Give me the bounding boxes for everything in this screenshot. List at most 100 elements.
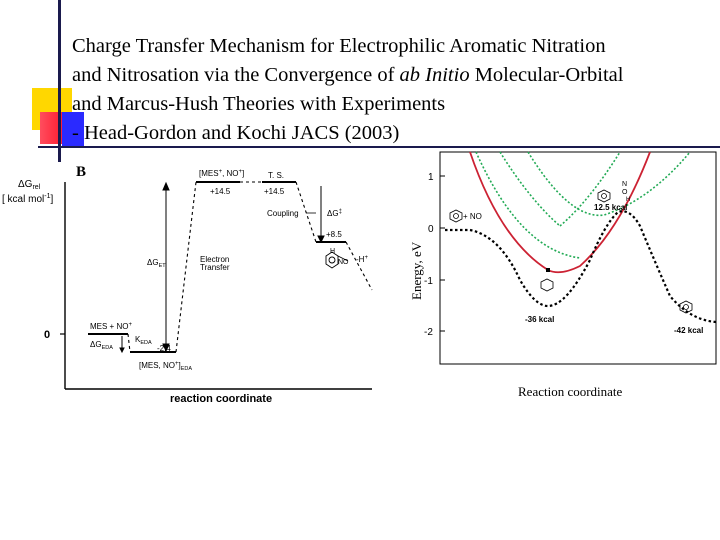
ts-ring-inner — [601, 193, 607, 199]
accent-blue-square — [62, 112, 84, 148]
fig-b-arrows — [119, 181, 325, 354]
ts-ring — [597, 189, 611, 203]
label-dg-et: ΔGET — [147, 258, 166, 269]
label-pair-end: ] — [242, 169, 244, 178]
label-dg-ddag: ΔG‡ — [327, 209, 342, 218]
arrowhead-eda — [119, 347, 125, 354]
wheland-arrow — [337, 255, 349, 262]
fig-b-ylabel-dg: ΔG — [18, 179, 33, 190]
fig-b-ylabel-sup: -1 — [44, 193, 50, 200]
fig-b-xlabel: reaction coordinate — [170, 393, 272, 405]
fig-c-ytick-m1: -1 — [424, 276, 433, 287]
label-eda-complex: [MES, NO+]EDA — [139, 361, 192, 372]
right-ring-inner — [683, 304, 689, 310]
label-transfer: Transfer — [200, 263, 230, 272]
fig-c-ytick-1: 1 — [428, 172, 434, 183]
fig-b-labels: MES + NO+ ΔGEDA KEDA -2.4 [MES, NO+]EDA … — [90, 169, 368, 372]
fig-b-levels — [88, 181, 346, 353]
accent-horizontal-rule — [38, 146, 720, 148]
fig-c-label-no-left: + NO — [463, 212, 482, 221]
title-line-3: and Marcus-Hush Theories with Experiment… — [72, 93, 446, 115]
fig-c-label-n: N — [622, 181, 627, 188]
label-electron: Electron — [200, 255, 229, 264]
panel-b-label: B — [76, 164, 86, 180]
label-minus-h-sup: + — [364, 255, 368, 261]
label-coupling: Coupling — [267, 209, 299, 218]
label-eda-complex-end: ] — [179, 361, 181, 370]
fig-c-tickmarks — [440, 175, 445, 332]
label-pair-plus2: + — [239, 169, 243, 175]
wheland-ring-inner — [328, 256, 336, 264]
label-dg-et-text: ΔG — [147, 258, 159, 267]
fig-c-label-o: O — [622, 189, 628, 196]
right-ring — [679, 300, 693, 314]
fig-c-labels: + NO N O H 12.5 kcal -36 kcal -42 kcal — [463, 181, 703, 335]
fig-c-structures — [449, 189, 693, 314]
arrowhead-et-bottom — [162, 343, 170, 353]
fig-c-label-42: -42 kcal — [674, 326, 703, 335]
label-val-wheland: +8.5 — [326, 230, 342, 239]
fig-b-zero-label: 0 — [44, 329, 50, 341]
green-curve-left-ascend — [499, 151, 561, 227]
accent-vertical-rule — [58, 0, 61, 162]
label-wheland-no: NO — [338, 259, 349, 266]
title-italic: ab Initio — [399, 64, 470, 86]
label-val-ts: +14.5 — [264, 187, 285, 196]
conn-2 — [175, 181, 197, 353]
label-k-eda-text: K — [135, 335, 141, 344]
fig-b-ylabel-units: [ kcal mol — [2, 194, 44, 205]
label-dg-eda: ΔGEDA — [90, 340, 113, 351]
label-mes-no: MES + NO+ — [90, 322, 132, 331]
arrowhead-et-top — [162, 181, 170, 191]
conn-4 — [295, 181, 317, 243]
label-pair-plus: + — [219, 169, 223, 175]
title-line-2-tail: Molecular-Orbital — [469, 64, 624, 86]
label-minus-h: -H+ — [356, 255, 368, 264]
title-line-1: Charge Transfer Mechanism for Electrophi… — [72, 35, 606, 57]
label-eda-complex-sub: EDA — [181, 366, 193, 372]
label-dg-eda-sub: EDA — [102, 345, 114, 351]
label-eda-complex-text: [MES, NO — [139, 361, 175, 370]
wheland-ring-structure — [325, 251, 349, 269]
fig-c-ytick-m2: -2 — [424, 327, 433, 338]
fig-b-ylabel-sub: rel — [32, 184, 40, 191]
left-benzene-inner — [453, 213, 459, 219]
label-pair: [MES+, NO+] — [199, 169, 244, 178]
left-benzene-ring — [449, 209, 463, 223]
label-dg-eda-text: ΔG — [90, 340, 102, 349]
green-curve-left-descend — [475, 151, 581, 259]
label-k-eda-sub: EDA — [140, 340, 152, 346]
label-pair-b: , NO — [222, 169, 238, 178]
figure-b: B ΔGrel [ kcal mol-1] 0 reaction coordin… — [2, 164, 373, 405]
green-curve-right-ascend — [559, 151, 621, 227]
label-k-eda: KEDA — [135, 335, 152, 346]
label-dg-ddag-text: ΔG — [327, 209, 339, 218]
fig-b-ylabel: ΔGrel [ kcal mol-1] — [2, 179, 53, 205]
label-pair-a: [MES — [199, 169, 219, 178]
min-ring — [540, 278, 554, 292]
title-line-2-head: and Nitrosation via the Convergence of — [72, 64, 400, 86]
label-dg-et-sub: ET — [159, 263, 167, 269]
conn-5 — [345, 241, 373, 291]
label-val-eda: -2.4 — [157, 344, 171, 353]
label-wheland-h: H — [330, 248, 335, 255]
title-line-2: and Nitrosation via the Convergence of a… — [72, 61, 717, 90]
fig-b-ylabel-end: ] — [50, 194, 53, 205]
fig-c-label-36: -36 kcal — [525, 315, 554, 324]
fig-c-xlabel: Reaction coordinate — [518, 384, 623, 399]
fig-c-ylabel: Energy, eV — [409, 241, 424, 300]
fig-c-ct-curve — [469, 151, 651, 274]
label-eda-complex-plus: + — [175, 361, 179, 367]
fig-c-label-h: H — [626, 197, 630, 203]
figure-c: 1 0 -1 -2 Energy, eV Reaction coordinate — [409, 151, 717, 399]
label-mes-no-text: MES + NO — [90, 322, 128, 331]
title-line-4: - Head-Gordon and Kochi JACS (2003) — [72, 122, 400, 144]
slide-title: Charge Transfer Mechanism for Electrophi… — [72, 32, 717, 148]
fig-b-connectors — [127, 181, 373, 353]
label-minus-h-text: -H — [356, 255, 365, 264]
conn-1 — [127, 333, 131, 353]
fig-c-ground-curve — [445, 210, 717, 324]
wheland-ring — [325, 251, 339, 269]
fig-c-ytick-0: 0 — [428, 224, 434, 235]
